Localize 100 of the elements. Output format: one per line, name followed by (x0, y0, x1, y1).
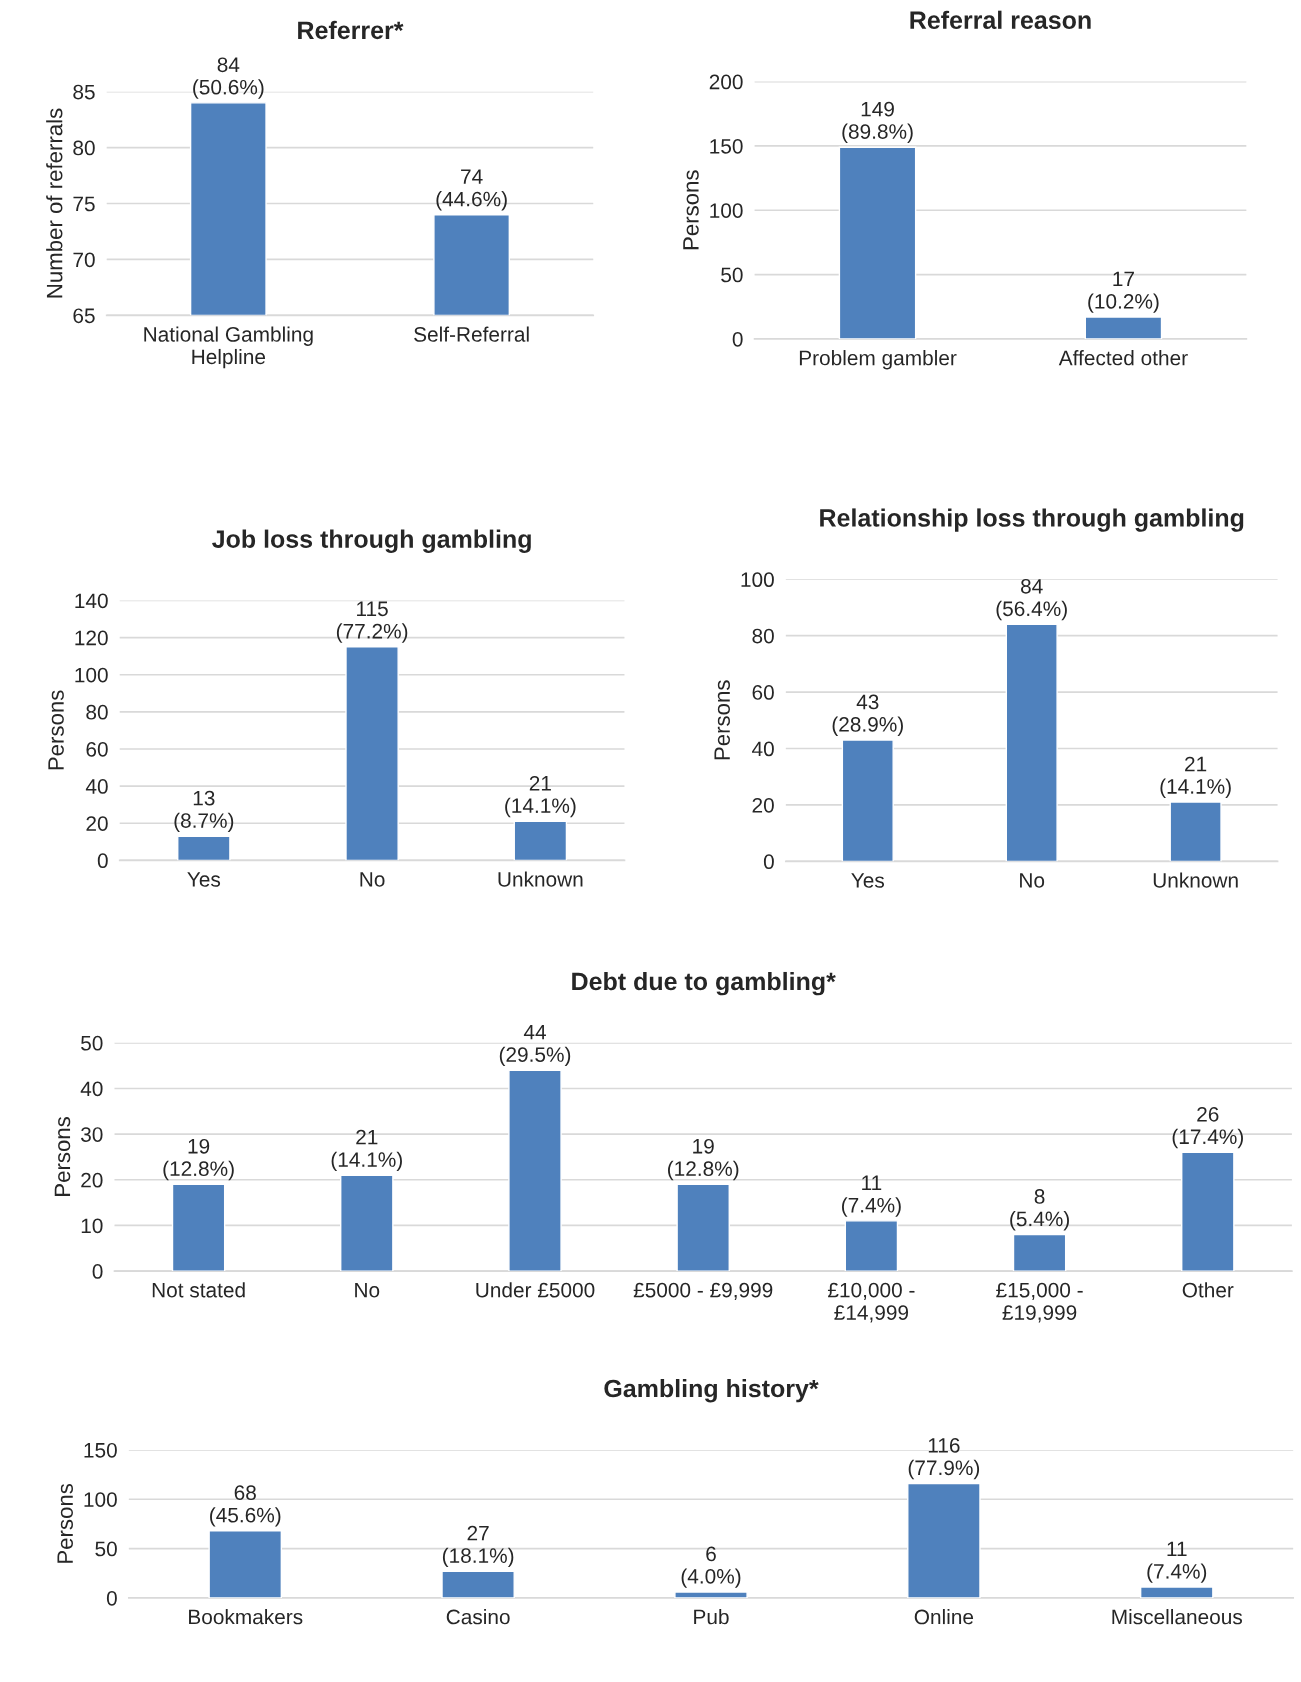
x-tick-label: Miscellaneous (1112, 1609, 1243, 1625)
bar (1012, 1233, 1067, 1272)
x-tick-label: Yes (851, 873, 885, 888)
data-label: 19 (12.8%) (163, 1138, 234, 1181)
y-tick-label: 20 (752, 797, 774, 813)
y-axis-title: Persons (714, 680, 730, 760)
bar (513, 820, 568, 861)
bar (1169, 801, 1222, 862)
y-tick-label: 120 (75, 630, 108, 646)
x-tick-label: Under £5000 (476, 1282, 595, 1298)
data-label: 6 (4.0%) (681, 1546, 741, 1588)
data-label: 11 (7.4%) (842, 1175, 901, 1217)
x-tick-label: Casino (446, 1609, 510, 1625)
bar (1005, 623, 1058, 862)
bar (674, 1591, 748, 1598)
x-tick-label: £5000 - £9,999 (633, 1282, 773, 1300)
y-tick-label: 10 (81, 1218, 103, 1234)
data-label: 21 (14.1%) (1160, 756, 1231, 798)
y-tick-label: 30 (81, 1127, 103, 1142)
data-label: 44 (29.5%) (499, 1024, 571, 1067)
x-tick-label: Bookmakers (189, 1609, 303, 1625)
chart-title: Referral reason (910, 10, 1091, 30)
x-tick-label: National Gambling Helpline (144, 326, 313, 369)
bar (844, 1220, 899, 1272)
data-label: 17 (10.2%) (1088, 271, 1159, 313)
data-label: 8 (5.4%) (1010, 1189, 1069, 1231)
x-tick-label: No (1020, 873, 1045, 888)
y-tick-label: 80 (752, 628, 774, 644)
x-tick-label: Self-Referral (414, 326, 529, 342)
y-tick-label: 0 (763, 854, 774, 870)
y-tick-label: 40 (85, 779, 108, 794)
y-tick-label: 150 (710, 138, 743, 154)
y-tick-label: 100 (741, 572, 774, 588)
y-tick-label: 40 (752, 741, 774, 757)
data-label: 21 (14.1%) (505, 775, 576, 818)
y-tick-label: 0 (92, 1264, 103, 1279)
y-tick-label: 85 (73, 84, 95, 100)
y-tick-label: 40 (80, 1081, 103, 1097)
y-tick-label: 0 (732, 331, 743, 347)
bar (208, 1530, 283, 1598)
data-label: 11 (7.4%) (1147, 1541, 1207, 1583)
y-tick-label: 60 (86, 741, 108, 757)
data-label: 21 (14.1%) (331, 1129, 402, 1172)
data-label: 116 (77.9%) (908, 1437, 980, 1480)
x-tick-label: Unknown (498, 871, 583, 887)
data-label: 84 (56.4%) (996, 578, 1067, 621)
y-tick-label: 80 (86, 704, 108, 720)
bar (171, 1183, 226, 1272)
data-label: 84 (50.6%) (193, 57, 264, 99)
y-axis-title: Persons (48, 690, 64, 770)
x-tick-label: Unknown (1153, 872, 1238, 888)
y-tick-label: 50 (95, 1541, 117, 1557)
y-tick-label: 200 (709, 74, 743, 90)
chart-title: Debt due to gambling* (572, 971, 836, 996)
y-tick-label: 100 (75, 667, 108, 683)
y-axis-title: Persons (54, 1117, 71, 1196)
y-axis-title: Persons (683, 170, 699, 250)
y-tick-label: 150 (84, 1442, 117, 1458)
y-axis-title: Persons (57, 1483, 73, 1563)
data-label: 149 (89.8%) (842, 101, 913, 144)
y-tick-label: 80 (73, 140, 95, 156)
y-axis-title: Number of referrals (46, 108, 63, 298)
bar (1181, 1151, 1235, 1272)
bar (340, 1174, 394, 1272)
x-tick-label: Yes (187, 872, 221, 887)
data-label: 27 (18.1%) (442, 1525, 514, 1568)
bar (345, 646, 399, 861)
x-tick-label: No (355, 1282, 380, 1298)
y-tick-label: 75 (73, 196, 95, 212)
y-tick-label: 70 (73, 252, 95, 268)
y-tick-label: 140 (75, 593, 108, 609)
bar (676, 1183, 730, 1272)
data-label: 19 (12.8%) (668, 1138, 739, 1181)
y-tick-label: 50 (81, 1035, 103, 1051)
bar (441, 1570, 515, 1598)
x-tick-label: No (360, 872, 385, 887)
bar (1139, 1586, 1214, 1598)
bar (508, 1069, 562, 1272)
y-tick-label: 65 (73, 308, 95, 324)
y-tick-label: 0 (106, 1590, 117, 1606)
bar (841, 739, 894, 862)
x-tick-label: £15,000 - £19,999 (996, 1282, 1083, 1323)
y-tick-label: 50 (721, 267, 743, 283)
chart-title: Referrer* (298, 20, 404, 40)
y-tick-label: 100 (710, 203, 743, 218)
x-tick-label: Other (1182, 1282, 1234, 1298)
data-label: 74 (44.6%) (436, 169, 507, 211)
bar (177, 835, 231, 861)
data-label: 115 (77.2%) (336, 601, 408, 643)
y-tick-label: 100 (84, 1492, 117, 1507)
x-tick-label: Not stated (152, 1282, 245, 1298)
x-tick-label: Online (914, 1609, 974, 1625)
x-tick-label: Problem gambler (799, 350, 957, 370)
y-tick-label: 20 (81, 1172, 103, 1188)
data-label: 13 (8.7%) (174, 790, 234, 833)
data-label: 26 (17.4%) (1172, 1106, 1243, 1149)
chart-title: Gambling history* (604, 1378, 819, 1403)
x-tick-label: Affected other (1058, 350, 1188, 366)
y-tick-label: 0 (97, 853, 108, 869)
x-tick-label: £10,000 - £14,999 (827, 1282, 915, 1323)
